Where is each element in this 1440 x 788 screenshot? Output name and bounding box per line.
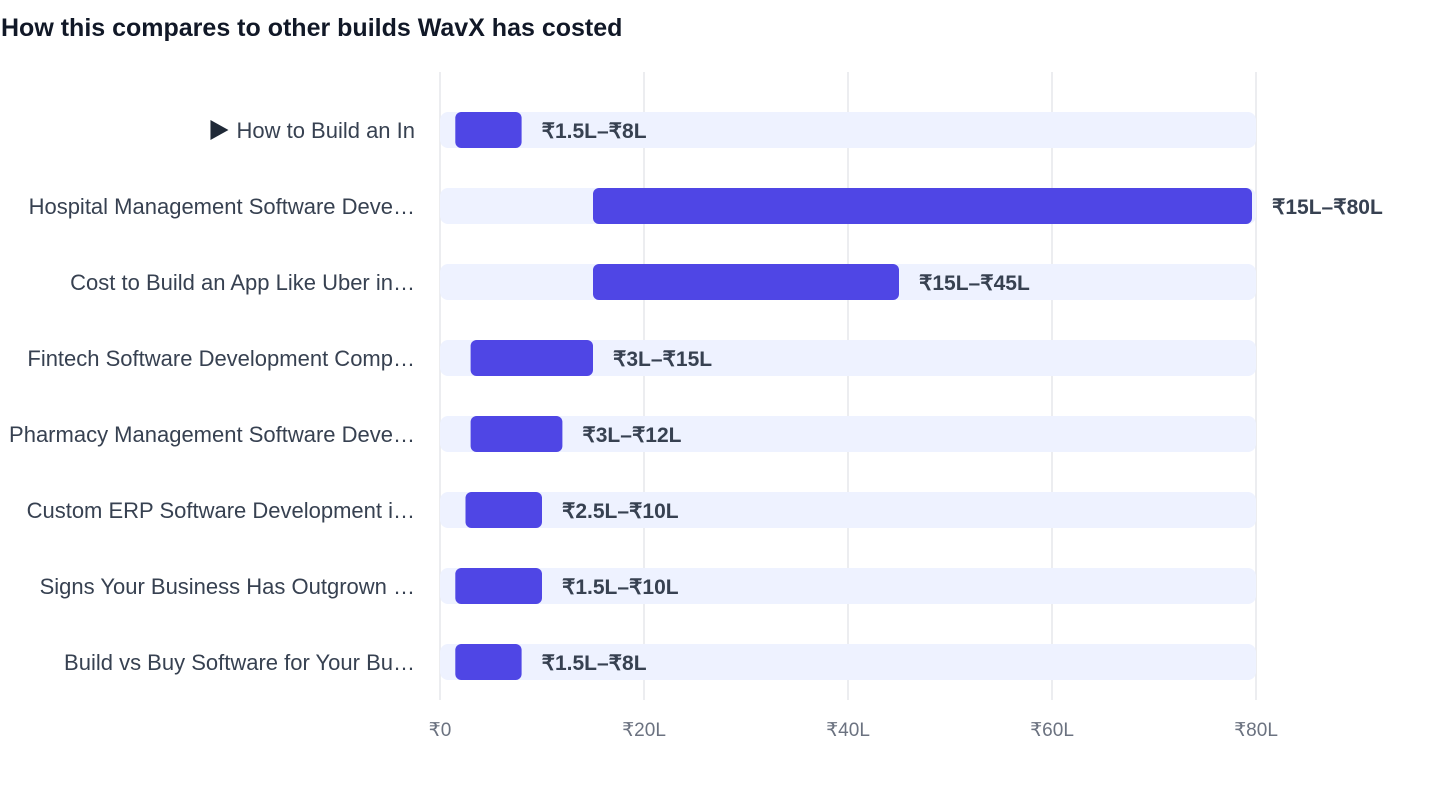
range-bar[interactable] (470, 340, 593, 376)
x-tick-label: ₹40L (826, 720, 870, 741)
range-bar[interactable] (593, 188, 1252, 224)
bar-track (440, 568, 1256, 604)
category-label: How to Build an In (236, 118, 415, 143)
bar-layer (455, 112, 1252, 680)
range-bar[interactable] (455, 568, 542, 604)
category-label: Pharmacy Management Software Deve… (9, 422, 415, 447)
triangle-right-icon[interactable] (210, 120, 229, 140)
range-value-label: ₹1.5L–₹8L (542, 652, 647, 675)
range-value-label: ₹1.5L–₹8L (542, 120, 647, 143)
range-bar[interactable] (470, 416, 563, 452)
range-value-label: ₹15L–₹80L (1272, 196, 1383, 219)
category-label: Hospital Management Software Deve… (29, 194, 415, 219)
bar-track (440, 112, 1256, 148)
label-layer: ₹1.5L–₹8L How to Build an In ₹15L–₹80L Hosp… (9, 118, 1383, 675)
range-bar[interactable] (593, 264, 899, 300)
x-axis-ticks: ₹0 ₹20L ₹40L ₹60L ₹80L (429, 720, 1278, 741)
category-label: Signs Your Business Has Outgrown … (40, 574, 415, 599)
bar-track (440, 416, 1256, 452)
category-label: Build vs Buy Software for Your Bu… (64, 650, 415, 675)
range-bar[interactable] (455, 112, 522, 148)
x-tick-label: ₹20L (622, 720, 666, 741)
bar-track (440, 492, 1256, 528)
category-label: Fintech Software Development Comp… (27, 346, 415, 371)
x-tick-label: ₹80L (1234, 720, 1278, 741)
bar-track (440, 340, 1256, 376)
chart-title: How this compares to other builds WavX h… (1, 14, 623, 42)
range-bar[interactable] (455, 644, 522, 680)
category-label: Custom ERP Software Development i… (27, 498, 415, 523)
range-value-label: ₹2.5L–₹10L (562, 500, 679, 523)
range-value-label: ₹15L–₹45L (919, 272, 1030, 295)
x-tick-label: ₹0 (429, 720, 452, 741)
range-value-label: ₹1.5L–₹10L (562, 576, 679, 599)
bar-track (440, 644, 1256, 680)
x-tick-label: ₹60L (1030, 720, 1074, 741)
range-bar[interactable] (465, 492, 543, 528)
grid-layer (439, 72, 1257, 700)
category-label: Cost to Build an App Like Uber in… (70, 270, 415, 295)
range-value-label: ₹3L–₹12L (582, 424, 681, 447)
range-value-label: ₹3L–₹15L (613, 348, 712, 371)
